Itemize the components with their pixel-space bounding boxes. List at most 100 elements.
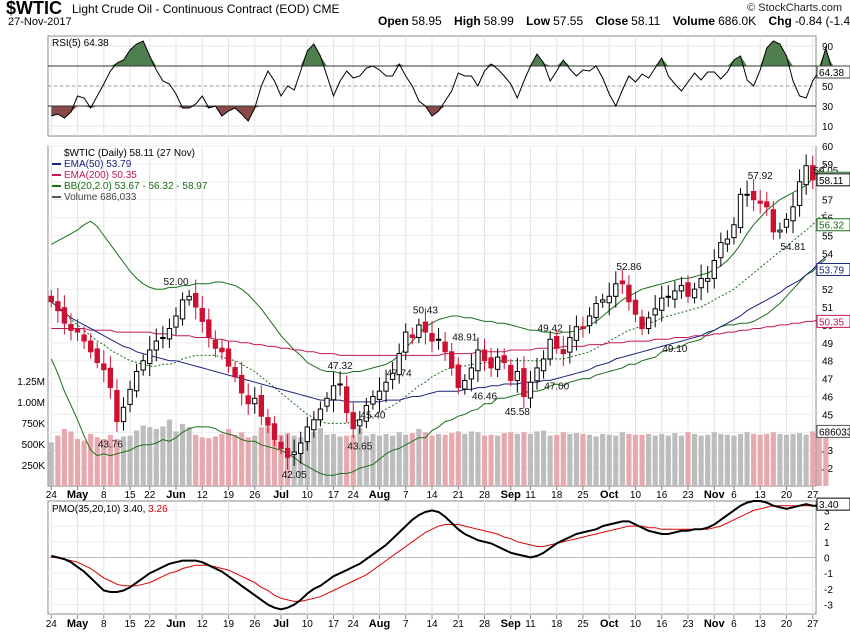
- volume-bar: [94, 437, 100, 486]
- x-tick-label: Aug: [369, 489, 390, 501]
- pmo-tick-label: -2: [824, 585, 833, 596]
- volume-bar: [541, 430, 547, 486]
- candle-body: [481, 349, 488, 362]
- x-tick-label: Jul: [273, 618, 289, 630]
- price-badge: 50.35: [819, 317, 844, 328]
- candle-body: [737, 193, 744, 229]
- candle-body: [639, 316, 645, 330]
- price-annotation: 42.05: [282, 470, 307, 481]
- candle-body: [803, 165, 809, 186]
- volume-bar: [193, 434, 199, 486]
- volume-badge: 686033: [819, 427, 850, 438]
- x-tick-label: 6: [731, 490, 737, 501]
- x-tick-label: Jul: [273, 489, 289, 501]
- x-tick-label: 19: [223, 619, 235, 630]
- volume-bar: [317, 428, 323, 486]
- candle-body: [422, 321, 429, 333]
- x-axis-pmo: 24 May 8 15 22 Jun 12 19 26 Jul 10 17 24 Aug 7 14 21 28 Se…: [46, 615, 819, 630]
- price-legend-entry: EMA(50) 53.79: [64, 159, 132, 170]
- price-tick-label: 51: [822, 303, 834, 314]
- contract-name: Light Crude Oil - Continuous Contract (E…: [72, 2, 339, 16]
- volume-bar: [665, 435, 671, 486]
- price-annotation: 48.91: [452, 332, 477, 343]
- volume-bar: [239, 432, 245, 486]
- volume-bar: [580, 433, 586, 486]
- open-value: 58.95: [411, 14, 442, 28]
- volume-bar: [777, 433, 783, 486]
- candle-body: [55, 301, 61, 312]
- candle-body: [147, 349, 153, 365]
- volume-tick-label: 750K: [22, 419, 46, 430]
- volume-bar: [495, 435, 501, 486]
- open-label: Open: [378, 14, 409, 28]
- volume-bar: [88, 433, 94, 486]
- candle-body: [271, 423, 278, 440]
- x-tick-label: May: [67, 489, 89, 501]
- volume-bar: [252, 435, 258, 486]
- price-tick-label: 52: [822, 285, 834, 296]
- candle-body: [547, 338, 553, 360]
- rsi-tick-label: 90: [822, 42, 834, 53]
- volume-bar: [363, 435, 369, 486]
- x-tick-label: Sep: [501, 489, 521, 501]
- pmo-last-badge-box: [816, 497, 850, 511]
- volume-bar: [705, 434, 711, 486]
- volume-bar: [711, 432, 717, 486]
- x-tick-label: Nov: [704, 489, 726, 501]
- volume-bar: [586, 434, 593, 486]
- candle-body: [403, 331, 409, 353]
- volume-bar: [206, 438, 212, 486]
- candle-body: [416, 324, 422, 338]
- candle-body: [298, 442, 304, 454]
- volume-bar: [770, 432, 776, 486]
- candle-body: [409, 334, 415, 338]
- x-tick-label: 11: [525, 490, 536, 501]
- candle-body: [153, 340, 159, 351]
- volume-bar: [390, 435, 396, 486]
- volume-bar: [481, 435, 488, 486]
- low-value: 57.55: [553, 14, 584, 28]
- stockcharts-credit[interactable]: © StockCharts.com: [747, 2, 842, 14]
- volume-bar: [304, 438, 310, 486]
- volume-bar: [127, 435, 133, 486]
- volume-tick-label: 1.25M: [17, 377, 45, 388]
- chg-value: -0.84 (-1.42%): [794, 14, 850, 28]
- candle-body: [166, 328, 173, 340]
- price-annotation: 45.58: [505, 407, 530, 418]
- volume-bar: [160, 426, 166, 486]
- x-axis-price: 24 May 8 15 22 Jun 12 19 26 Jul 10 17 24 Aug 7 14 21 28 Se…: [46, 486, 819, 501]
- volume-bar: [757, 434, 763, 486]
- rsi-line: [51, 40, 833, 122]
- candle-body: [120, 406, 127, 423]
- volume-bar: [672, 433, 678, 486]
- candle-body: [206, 319, 212, 338]
- candle-body: [790, 206, 796, 222]
- pmo-tick-label: 3: [824, 506, 830, 517]
- rsi-tick-label: 30: [822, 102, 834, 113]
- low-label: Low: [526, 14, 551, 28]
- candle-body: [48, 295, 54, 303]
- volume-bar: [639, 434, 645, 486]
- candle-body: [140, 360, 146, 371]
- candle-body: [61, 307, 68, 324]
- candle-body: [475, 349, 481, 372]
- pmo-legend-main: PMO(35,20,10) 3.40,: [52, 504, 148, 515]
- x-tick-label: 6: [731, 619, 737, 630]
- price-tick-label: 45: [822, 410, 834, 421]
- x-tick-label: 16: [656, 490, 668, 501]
- candle-body: [383, 381, 389, 392]
- volume-bar: [652, 435, 658, 486]
- candle-body: [521, 368, 527, 398]
- volume-bar: [468, 431, 474, 486]
- candle-body: [750, 190, 757, 201]
- volume-bar: [48, 442, 54, 486]
- candle-body: [685, 282, 691, 297]
- x-tick-label: 14: [426, 619, 438, 630]
- volume-bar: [547, 435, 553, 486]
- volume-bar: [783, 434, 790, 486]
- volume-bar: [678, 435, 685, 486]
- x-tick-label: 20: [781, 490, 793, 501]
- price-annotation: 49.10: [662, 344, 687, 355]
- price-tick-label: 55: [822, 231, 834, 242]
- volume-bar: [311, 432, 317, 486]
